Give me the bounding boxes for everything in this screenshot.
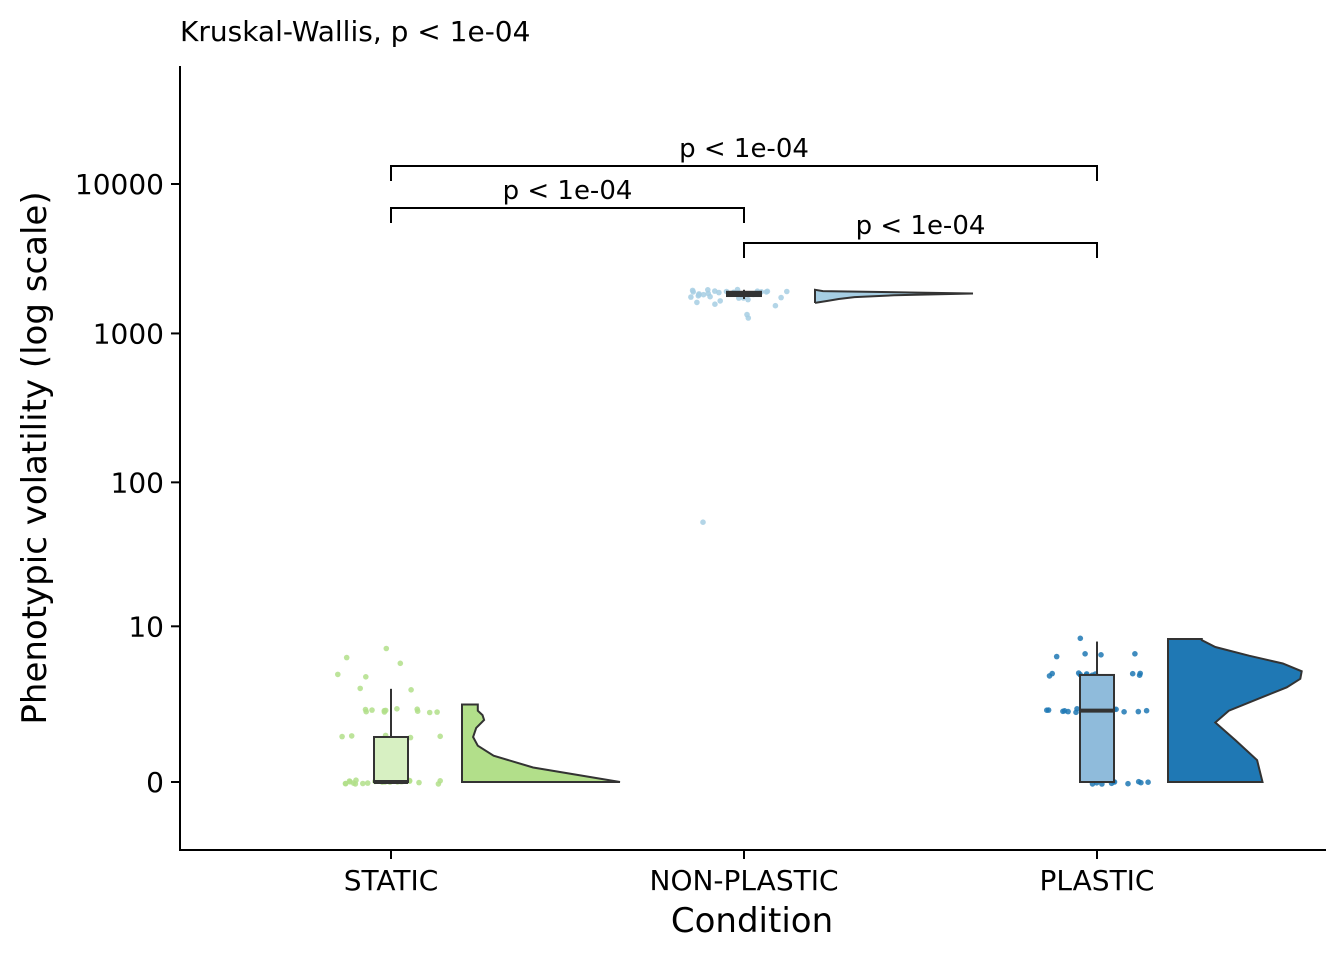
point-non-plastic-1 — [700, 291, 707, 298]
point-plastic-5 — [1125, 780, 1131, 787]
point-static-21 — [342, 780, 349, 787]
point-plastic-26 — [1129, 670, 1136, 677]
point-plastic-33 — [1046, 673, 1053, 679]
point-static-37 — [426, 709, 433, 716]
point-static-29 — [407, 734, 414, 741]
point-non-plastic-27 — [707, 293, 713, 300]
point-non-plastic-23 — [764, 288, 771, 295]
point-plastic-22 — [1060, 708, 1066, 715]
y-tick-label-4: 10000 — [75, 168, 164, 201]
violin-non-plastic — [814, 288, 974, 304]
y-tick-label-2: 100 — [111, 466, 164, 499]
point-static-43 — [408, 687, 414, 693]
point-plastic-13 — [1135, 708, 1142, 715]
violin-static — [461, 703, 621, 783]
point-static-13 — [437, 778, 444, 784]
x-tick-label-plastic: PLASTIC — [1040, 864, 1155, 897]
point-static-5 — [364, 780, 371, 786]
group-plastic — [1044, 635, 1303, 787]
comparison-label-0: p < 1e-04 — [503, 176, 633, 206]
violin-plastic — [1167, 638, 1303, 783]
x-axis-title: Condition — [671, 901, 833, 941]
point-plastic-37 — [1082, 651, 1088, 657]
point-non-plastic-13 — [694, 299, 700, 306]
point-non-plastic-24 — [716, 289, 722, 296]
group-non-plastic — [688, 286, 974, 525]
comparison-label-1: p < 1e-04 — [856, 211, 986, 241]
box-plastic — [1079, 673, 1115, 784]
point-plastic-24 — [1073, 709, 1079, 716]
point-plastic-41 — [1077, 635, 1084, 642]
point-static-25 — [416, 779, 422, 786]
point-static-42 — [357, 685, 364, 692]
y-axis-title: Phenotypic volatility (log scale) — [15, 191, 55, 724]
point-plastic-9 — [1145, 779, 1151, 785]
point-non-plastic-28 — [690, 289, 696, 295]
comparison-brackets: p < 1e-04 p < 1e-04 p < 1e-04 — [390, 134, 1098, 258]
point-static-41 — [369, 707, 375, 713]
point-static-36 — [363, 708, 370, 715]
point-non-plastic-31 — [744, 311, 750, 318]
point-non-plastic-15 — [772, 302, 779, 309]
comparison-bracket-2 — [390, 165, 1098, 181]
comparison-bracket-0 — [390, 207, 745, 223]
comparison-bracket-1 — [743, 242, 1098, 258]
x-tick-label-non-plastic: NON-PLASTIC — [650, 864, 839, 897]
point-plastic-20 — [1143, 707, 1150, 714]
point-static-40 — [394, 706, 400, 712]
point-static-48 — [383, 645, 390, 652]
point-non-plastic-9 — [745, 296, 751, 303]
y-tick-label-0: 0 — [146, 766, 164, 799]
point-static-44 — [363, 674, 369, 680]
point-plastic-21 — [1044, 707, 1050, 713]
point-non-plastic-12 — [717, 298, 723, 304]
x-tick-label-static: STATIC — [344, 864, 439, 897]
box-static — [373, 735, 409, 784]
point-non-plastic-10 — [778, 294, 784, 301]
comparison-label-2: p < 1e-04 — [679, 134, 809, 164]
point-static-22 — [360, 780, 366, 787]
y-axis-ticks: 0 10 100 1000 10000 — [75, 168, 180, 799]
group-static — [335, 645, 621, 787]
point-static-38 — [434, 709, 440, 715]
point-static-19 — [350, 780, 357, 786]
point-non-plastic-20 — [688, 294, 694, 300]
point-non-plastic-16 — [705, 287, 711, 293]
point-static-47 — [343, 654, 350, 661]
x-axis-ticks: STATIC NON-PLASTIC PLASTIC — [344, 850, 1155, 897]
point-non-plastic-32 — [700, 519, 706, 525]
chart-subtitle: Kruskal-Wallis, p < 1e-04 — [180, 15, 530, 48]
point-static-45 — [335, 671, 341, 678]
point-plastic-23 — [1065, 708, 1071, 715]
point-plastic-11 — [1121, 709, 1127, 715]
point-static-33 — [382, 707, 389, 714]
point-static-46 — [397, 660, 404, 667]
point-non-plastic-26 — [696, 291, 702, 297]
point-static-39 — [414, 708, 421, 714]
y-tick-label-1: 10 — [128, 610, 164, 643]
y-tick-label-3: 1000 — [93, 317, 164, 350]
point-static-30 — [437, 733, 444, 740]
point-non-plastic-14 — [712, 301, 718, 308]
point-plastic-40 — [1098, 652, 1104, 658]
point-plastic-35 — [1137, 670, 1143, 677]
point-static-28 — [339, 733, 345, 740]
point-plastic-39 — [1132, 651, 1138, 657]
plot-area — [335, 286, 1303, 787]
point-plastic-3 — [1135, 778, 1142, 785]
point-plastic-38 — [1053, 653, 1060, 660]
point-non-plastic-2 — [784, 288, 790, 295]
point-static-26 — [348, 733, 355, 739]
